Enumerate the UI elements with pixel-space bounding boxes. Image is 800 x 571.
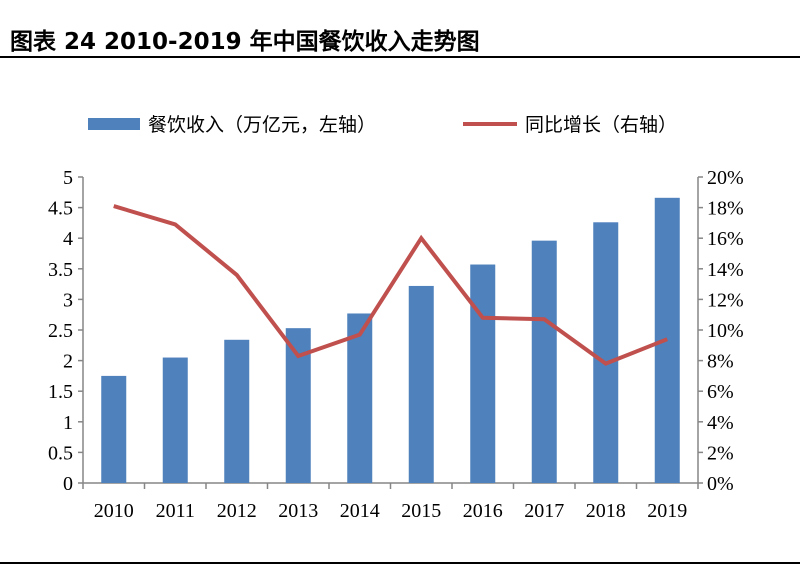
legend-bar-label: 餐饮收入（万亿元，左轴）	[148, 114, 376, 136]
left-tick-label: 2.5	[48, 320, 73, 342]
right-tick-label: 6%	[707, 381, 734, 403]
right-tick-label: 14%	[707, 259, 744, 281]
x-tick-label: 2016	[463, 500, 503, 522]
x-tick-label: 2011	[156, 500, 195, 522]
right-tick-label: 2%	[707, 442, 734, 464]
bar-2010	[101, 375, 127, 483]
left-tick-label: 0	[63, 473, 73, 495]
x-tick-label: 2010	[94, 500, 134, 522]
chart-title: 图表 24 2010-2019 年中国餐饮收入走势图	[10, 29, 480, 55]
x-tick-label: 2015	[401, 500, 441, 522]
bottom-rule	[0, 562, 800, 564]
right-tick-label: 16%	[707, 228, 744, 250]
x-tick-label: 2019	[647, 500, 687, 522]
left-tick-label: 1	[63, 412, 73, 434]
x-tick-label: 2018	[586, 500, 626, 522]
left-tick-label: 5	[63, 167, 73, 189]
top-rule	[0, 56, 800, 58]
growth-line	[113, 204, 668, 366]
left-tick-label: 3	[63, 289, 73, 311]
bar-2014	[347, 313, 373, 483]
left-tick-label: 4	[63, 228, 73, 250]
right-tick-label: 8%	[707, 351, 734, 373]
left-tick-label: 2	[63, 351, 73, 373]
bar-2017	[531, 240, 557, 483]
right-tick-label: 20%	[707, 167, 744, 189]
legend-bar-swatch	[88, 118, 140, 130]
bar-2012	[224, 339, 250, 483]
right-tick-label: 12%	[707, 289, 744, 311]
left-tick-label: 4.5	[48, 198, 73, 220]
right-tick-label: 4%	[707, 412, 734, 434]
bar-2018	[593, 222, 619, 483]
bar-2011	[162, 357, 188, 483]
right-tick-label: 10%	[707, 320, 744, 342]
left-tick-label: 1.5	[48, 381, 73, 403]
x-tick-label: 2012	[217, 500, 257, 522]
bar-2016	[470, 264, 496, 483]
left-tick-label: 3.5	[48, 259, 73, 281]
right-tick-label: 0%	[707, 473, 734, 495]
legend-line-label: 同比增长（右轴）	[525, 114, 677, 136]
right-tick-label: 18%	[707, 198, 744, 220]
x-tick-label: 2014	[340, 500, 380, 522]
x-tick-label: 2017	[524, 500, 564, 522]
left-tick-label: 0.5	[48, 442, 73, 464]
bar-2015	[408, 285, 434, 483]
x-tick-label: 2013	[278, 500, 318, 522]
